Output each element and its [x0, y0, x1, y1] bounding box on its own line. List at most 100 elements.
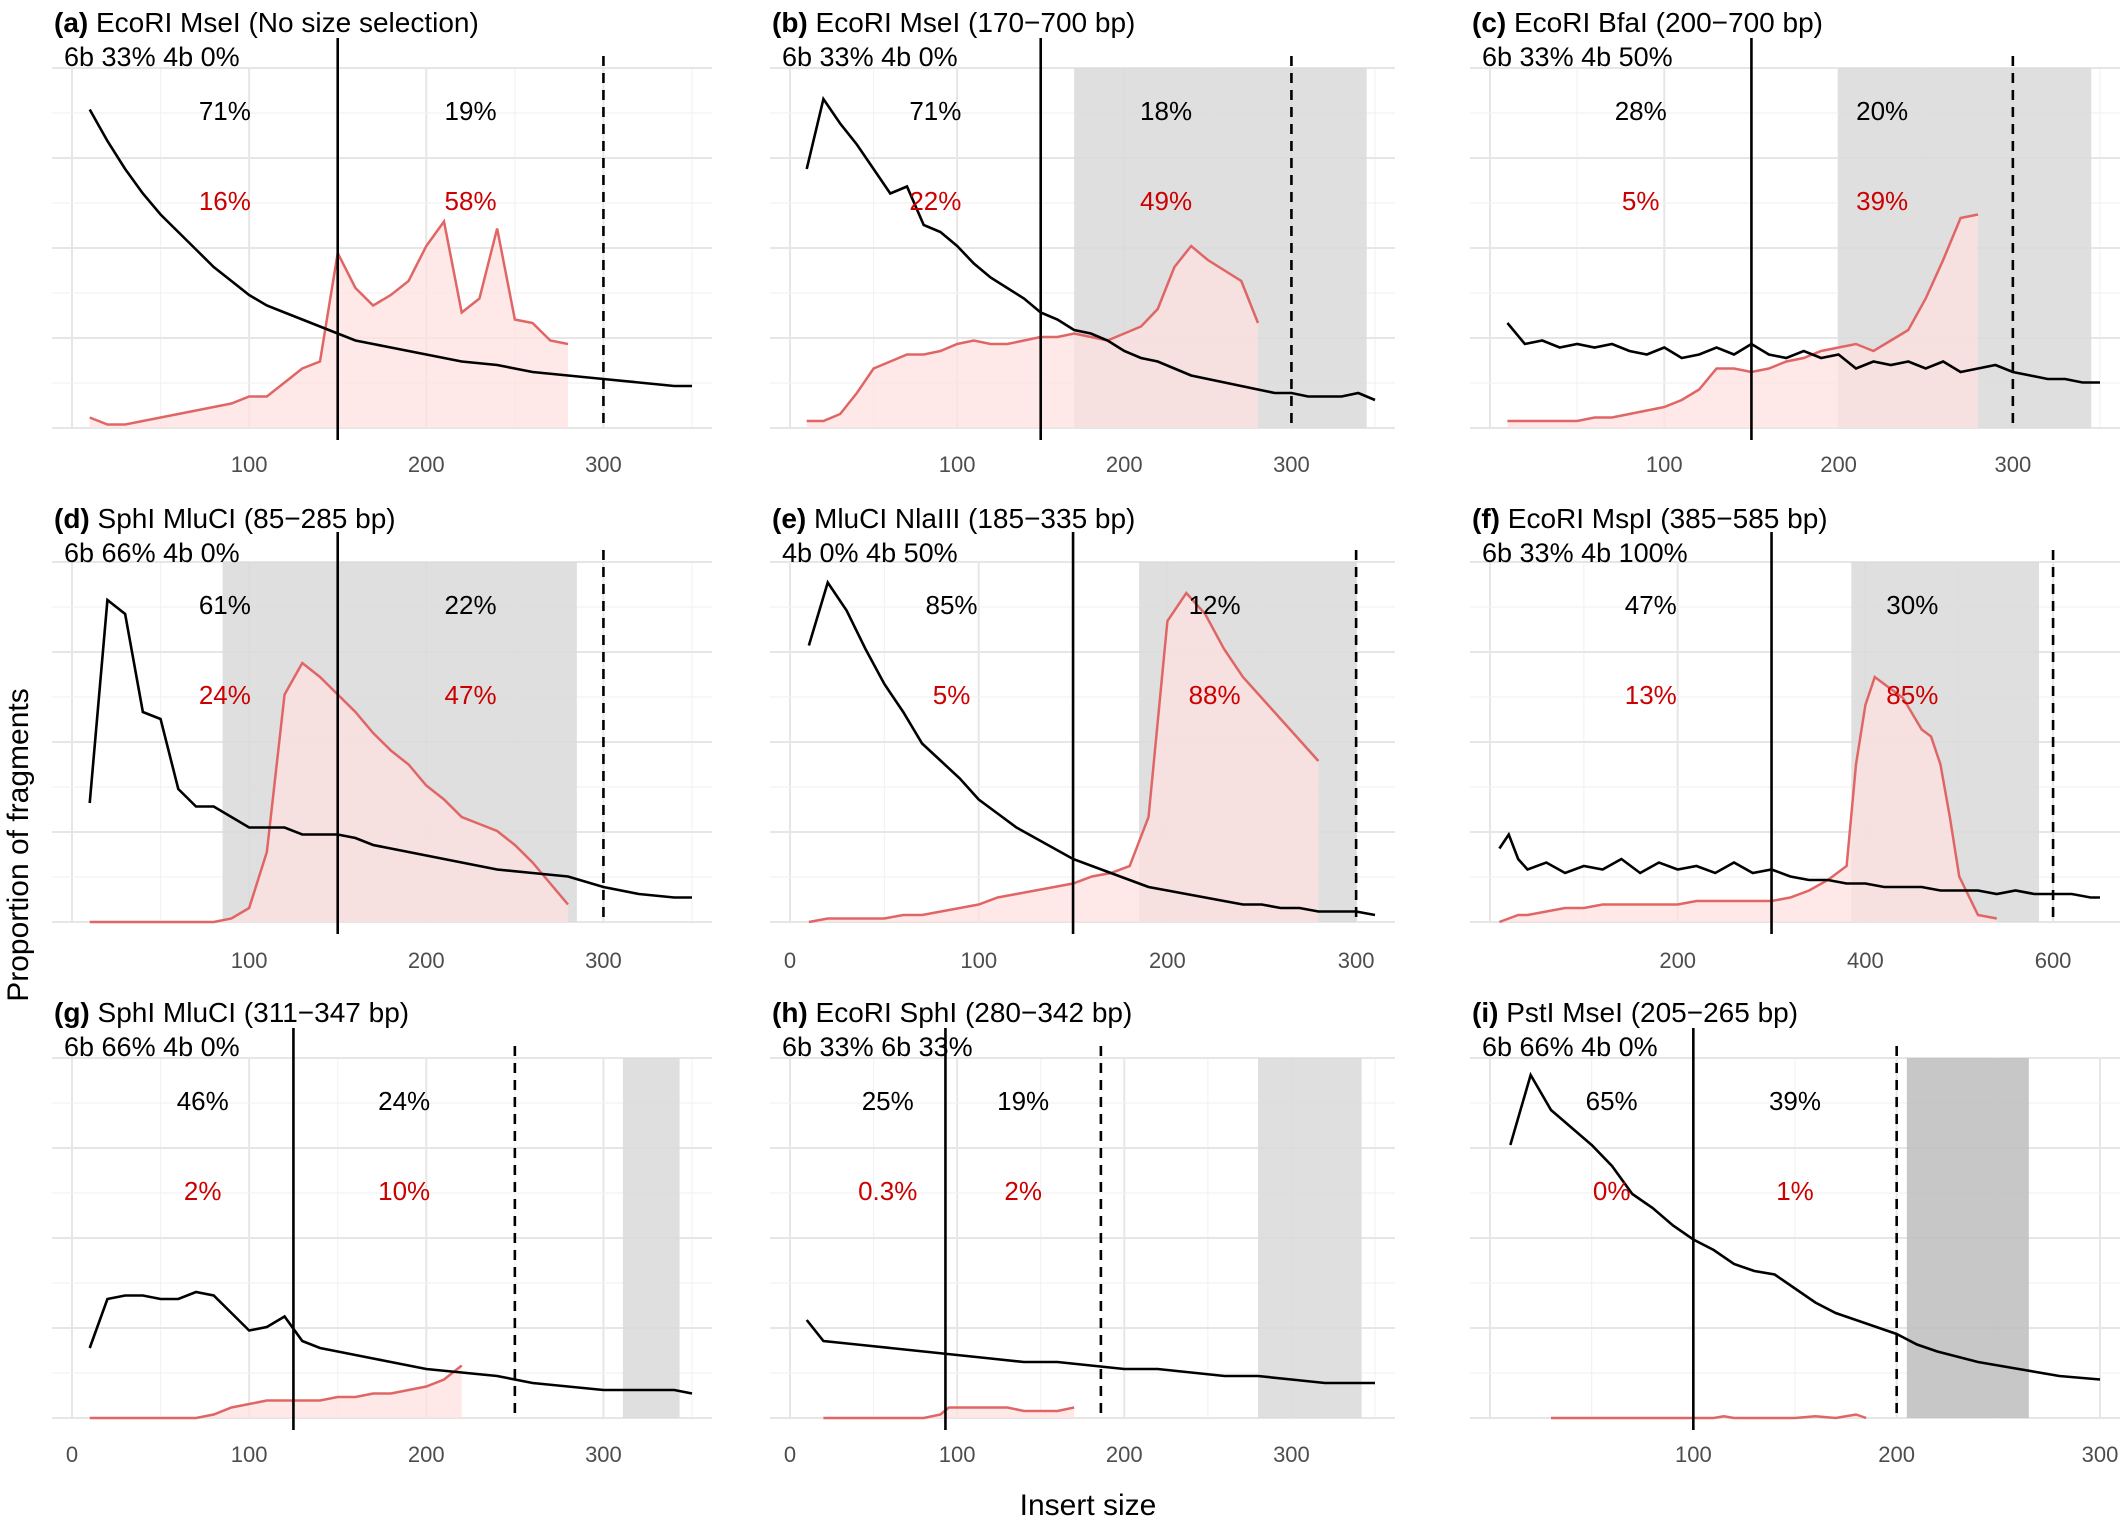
- panel-title: (h) EcoRI SphI (280−342 bp): [772, 997, 1132, 1028]
- percent-red: 2%: [184, 1176, 222, 1206]
- percent-black: 20%: [1856, 96, 1908, 126]
- size-selection-shade: [1906, 1058, 2029, 1418]
- panel-title: (c) EcoRI BfaI (200−700 bp): [1472, 7, 1823, 38]
- percent-red: 24%: [199, 680, 251, 710]
- y-axis-label: Proportion of fragments: [2, 688, 35, 1002]
- x-tick-label: 300: [2082, 1442, 2119, 1467]
- panel-subtitle: 6b 33% 4b 50%: [1482, 42, 1673, 72]
- black-series-line: [88, 597, 692, 899]
- panel-subtitle: 6b 66% 4b 0%: [64, 1032, 240, 1062]
- red-series-area: [823, 1407, 1075, 1418]
- x-tick-label: 200: [1659, 948, 1696, 973]
- panel-b: 71% 22% 18% 49% 100 200 300 (b) EcoRI MseI (170…: [770, 7, 1395, 477]
- percent-red: 5%: [933, 680, 971, 710]
- black-series-line: [1498, 831, 2100, 899]
- x-tick-label: 200: [1106, 452, 1143, 477]
- percent-black: 19%: [445, 96, 497, 126]
- panel-title: (e) MluCI NlaIII (185−335 bp): [772, 503, 1135, 534]
- percent-red: 5%: [1622, 186, 1660, 216]
- panel-c: 28% 5% 20% 39% 100 200 300 (c) EcoRI BfaI (200−…: [1470, 7, 2120, 477]
- x-tick-label: 200: [1820, 452, 1857, 477]
- x-tick-label: 300: [1273, 452, 1310, 477]
- x-tick-label: 100: [1675, 1442, 1712, 1467]
- percent-black: 30%: [1886, 590, 1938, 620]
- x-tick-label: 100: [939, 1442, 976, 1467]
- red-series-area: [89, 663, 568, 922]
- black-series-line: [88, 1290, 693, 1395]
- percent-black: 71%: [199, 96, 251, 126]
- x-tick-label: 200: [408, 1442, 445, 1467]
- panel-f: 47% 13% 30% 85% 200 400 600 (f) EcoRI MspI (385…: [1470, 503, 2120, 973]
- percent-black: 47%: [1625, 590, 1677, 620]
- red-series-area: [89, 1365, 462, 1418]
- black-series-line: [1506, 322, 2100, 384]
- x-tick-label: 300: [1338, 948, 1375, 973]
- red-series-line: [1551, 1413, 1867, 1420]
- red-series-area: [1507, 214, 1978, 428]
- x-tick-label: 400: [1847, 948, 1884, 973]
- black-series-line: [805, 95, 1376, 402]
- percent-red: 47%: [445, 680, 497, 710]
- percent-red: 39%: [1856, 186, 1908, 216]
- percent-black: 71%: [909, 96, 961, 126]
- x-tick-label: 100: [231, 948, 268, 973]
- percent-red: 2%: [1004, 1176, 1042, 1206]
- panel-g: 46% 2% 24% 10% 0 100 200 300 (g) SphI MluCI (311…: [52, 997, 712, 1467]
- red-series-area: [808, 593, 1319, 922]
- panel-title: (b) EcoRI MseI (170−700 bp): [772, 7, 1135, 38]
- x-tick-label: 200: [408, 452, 445, 477]
- panel-title: (d) SphI MluCI (85−285 bp): [54, 503, 396, 534]
- black-series-line: [1509, 1071, 2101, 1381]
- percent-red: 0%: [1593, 1176, 1631, 1206]
- panel-h: 25% 0.3% 19% 2% 0 100 200 300 (h) EcoRI SphI (28…: [770, 997, 1395, 1467]
- percent-black: 12%: [1189, 590, 1241, 620]
- percent-black: 65%: [1586, 1086, 1638, 1116]
- panel-subtitle: 6b 66% 4b 0%: [1482, 1032, 1658, 1062]
- red-series-line: [89, 1364, 463, 1420]
- x-tick-label: 300: [585, 948, 622, 973]
- x-tick-label: 0: [66, 1442, 78, 1467]
- panel-subtitle: 6b 66% 4b 0%: [64, 538, 240, 568]
- panel-title: (g) SphI MluCI (311−347 bp): [54, 997, 409, 1028]
- percent-black: 24%: [378, 1086, 430, 1116]
- x-tick-label: 100: [960, 948, 997, 973]
- red-series-line: [89, 218, 569, 426]
- panel-i: 65% 0% 39% 1% 100 200 300 (i) PstI MseI (205−26…: [1470, 997, 2120, 1467]
- panel-title: (i) PstI MseI (205−265 bp): [1472, 997, 1798, 1028]
- panel-subtitle: 6b 33% 4b 100%: [1482, 538, 1688, 568]
- panel-subtitle: 4b 0% 4b 50%: [782, 538, 958, 568]
- x-tick-label: 200: [1106, 1442, 1143, 1467]
- x-tick-label: 600: [2035, 948, 2072, 973]
- black-series-line: [807, 579, 1376, 917]
- x-tick-label: 100: [939, 452, 976, 477]
- percent-black: 25%: [862, 1086, 914, 1116]
- percent-black: 39%: [1769, 1086, 1821, 1116]
- panel-subtitle: 6b 33% 4b 0%: [782, 42, 958, 72]
- percent-black: 46%: [177, 1086, 229, 1116]
- red-series-line: [89, 661, 569, 924]
- red-series-line: [823, 1406, 1075, 1420]
- panel-title: (f) EcoRI MspI (385−585 bp): [1472, 503, 1828, 534]
- percent-black: 22%: [445, 590, 497, 620]
- red-series-area: [806, 246, 1258, 428]
- x-tick-label: 200: [1149, 948, 1186, 973]
- panel-a: 71% 16% 19% 58% 100 200 300 (a) EcoRI MseI (No …: [52, 7, 712, 477]
- panel-subtitle: 6b 33% 6b 33%: [782, 1032, 973, 1062]
- x-tick-label: 100: [231, 1442, 268, 1467]
- percent-red: 58%: [445, 186, 497, 216]
- red-series-line: [808, 590, 1320, 924]
- x-tick-label: 200: [1878, 1442, 1915, 1467]
- percent-black: 85%: [926, 590, 978, 620]
- x-tick-label: 0: [784, 1442, 796, 1467]
- x-tick-label: 100: [231, 452, 268, 477]
- x-axis-label: Insert size: [1020, 1489, 1157, 1522]
- size-selection-shade: [1258, 1058, 1362, 1418]
- panel-e: 85% 5% 12% 88% 0 100 200 300 (e) MluCI NlaIII (1…: [770, 503, 1395, 973]
- percent-red: 85%: [1886, 680, 1938, 710]
- percent-red: 13%: [1625, 680, 1677, 710]
- x-tick-label: 300: [1994, 452, 2031, 477]
- panel-subtitle: 6b 33% 4b 0%: [64, 42, 240, 72]
- percent-black: 61%: [199, 590, 251, 620]
- red-series-area: [89, 221, 568, 428]
